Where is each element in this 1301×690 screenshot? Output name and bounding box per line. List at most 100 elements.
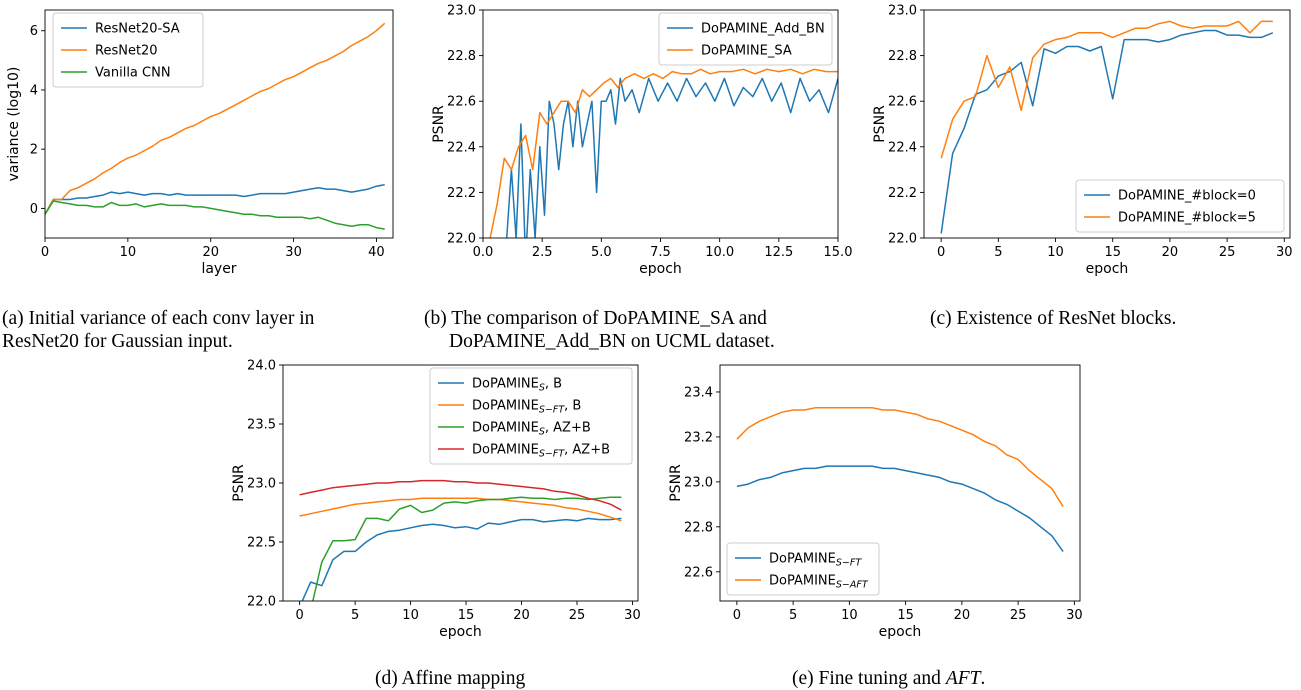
series-line-b-0 [505, 77, 838, 238]
y-tick-label-b-4: 22.8 [447, 49, 476, 64]
y-tick-label-b-1: 22.2 [447, 186, 476, 201]
y-tick-label-c-4: 22.8 [888, 49, 917, 64]
x-tick-label-e-0: 0 [733, 608, 741, 623]
x-axis-label-b: epoch [639, 261, 682, 277]
legend-a [52, 12, 204, 88]
chart-a: 0 10 20 30 40 0 2 4 6 layer variance (log10) ResNet… [6, 9, 394, 277]
x-tick-label-b-5: 12.5 [764, 245, 793, 260]
x-tick-label-c-3: 15 [1104, 245, 1121, 260]
y-tick-label-c-0: 22.0 [888, 232, 917, 247]
x-tick-label-a-0: 0 [41, 245, 49, 260]
x-tick-label-d-0: 0 [296, 608, 304, 623]
x-tick-label-d-3: 15 [458, 608, 475, 623]
legend-d [429, 367, 633, 465]
caption-b-line2: DoPAMINE_Add_BN on UCML dataset. [449, 331, 775, 352]
series-line-a-2 [45, 200, 385, 230]
x-axis-label-c: epoch [1086, 261, 1129, 277]
y-axis-label-a: variance (log10) [6, 67, 22, 182]
x-tick-label-c-5: 25 [1219, 245, 1236, 260]
chart-b: 0.0 2.5 5.0 7.5 10.0 12.5 15.0 22.0 22.2 22.4 22.6… [431, 4, 853, 278]
series-line-d-1 [299, 497, 622, 522]
y-tick-label-c-1: 22.2 [888, 186, 917, 201]
x-tick-label-c-1: 5 [994, 245, 1002, 260]
series-line-c-1 [940, 20, 1273, 159]
y-tick-label-a-3: 6 [30, 24, 38, 39]
x-tick-label-b-0: 0.0 [473, 245, 494, 260]
y-tick-label-e-4: 23.4 [684, 385, 713, 400]
x-tick-label-e-5: 25 [1010, 608, 1027, 623]
y-tick-label-b-3: 22.6 [447, 95, 476, 110]
legend-b [658, 12, 833, 66]
legend-label-c-1: DoPAMINE_#block=5 [1118, 211, 1256, 226]
caption-e-text: (e) Fine tuning and [792, 668, 941, 689]
legend-label-d-1: DoPAMINES−FT, B [472, 399, 581, 416]
caption-e-end: . [980, 668, 986, 689]
caption-e-italic: AFT [945, 668, 981, 689]
y-tick-label-c-3: 22.6 [888, 95, 917, 110]
y-tick-label-a-2: 4 [30, 83, 38, 98]
caption-b-line1: (b) The comparison of DoPAMINE_SA and [424, 308, 767, 329]
series-line-c-0 [940, 29, 1274, 234]
y-tick-label-d-2: 23.0 [247, 477, 276, 492]
x-tick-label-e-3: 15 [897, 608, 914, 623]
y-tick-label-d-4: 24.0 [247, 359, 276, 374]
x-tick-label-b-2: 5.0 [591, 245, 612, 260]
y-axis-label-b: PSNR [431, 105, 447, 143]
x-tick-label-b-6: 15.0 [824, 245, 853, 260]
x-tick-label-a-2: 20 [202, 245, 219, 260]
y-tick-label-e-2: 23.0 [684, 475, 713, 490]
y-tick-label-b-0: 22.0 [447, 232, 476, 247]
y-tick-label-d-1: 22.5 [247, 536, 276, 551]
series-line-d-0 [301, 517, 622, 601]
y-tick-label-e-0: 22.6 [684, 565, 713, 580]
x-tick-label-e-1: 5 [789, 608, 797, 623]
x-tick-label-d-4: 20 [513, 608, 530, 623]
legend-label-a-1: ResNet20 [95, 44, 158, 59]
legend-e [726, 542, 880, 596]
x-axis-label-d: epoch [439, 624, 482, 640]
y-axis-label-c: PSNR [872, 105, 888, 143]
legend-label-d-2: DoPAMINES, AZ+B [472, 421, 591, 438]
plot-frame-e [719, 364, 1081, 602]
legend-label-a-0: ResNet20-SA [95, 22, 180, 37]
series-line-e-0 [736, 465, 1064, 553]
y-tick-label-d-3: 23.5 [247, 418, 276, 433]
x-tick-label-d-5: 25 [569, 608, 586, 623]
caption-d: (d) Affine mapping [375, 668, 526, 689]
x-tick-label-e-6: 30 [1066, 608, 1083, 623]
y-tick-label-d-0: 22.0 [247, 595, 276, 610]
plot-frame-c [923, 9, 1291, 239]
y-axis-label-e: PSNR [668, 464, 684, 502]
legend-label-a-2: Vanilla CNN [95, 66, 171, 81]
x-tick-label-e-4: 20 [954, 608, 971, 623]
series-line-d-3 [299, 479, 622, 511]
legend-label-c-0: DoPAMINE_#block=0 [1118, 189, 1256, 204]
x-tick-label-d-2: 10 [402, 608, 419, 623]
series-line-a-1 [45, 22, 386, 215]
series-line-d-2 [312, 496, 622, 601]
series-line-e-1 [736, 406, 1064, 507]
y-tick-label-c-2: 22.4 [888, 140, 917, 155]
caption-a-line1: (a) Initial variance of each conv layer … [2, 308, 315, 329]
legend-label-b-1: DoPAMINE_SA [701, 44, 792, 59]
x-axis-label-e: epoch [879, 624, 922, 640]
chart-c: 0 5 10 15 20 25 30 22.0 22.2 22.4 22.6 22.8 23.0 epoc… [872, 4, 1293, 278]
y-tick-label-b-5: 23.0 [447, 4, 476, 19]
y-tick-label-c-5: 23.0 [888, 4, 917, 19]
x-tick-label-b-3: 7.5 [650, 245, 671, 260]
x-tick-label-b-1: 2.5 [532, 245, 553, 260]
x-tick-label-c-4: 20 [1162, 245, 1179, 260]
caption-a-line2: ResNet20 for Gaussian input. [2, 331, 233, 352]
x-tick-label-d-6: 30 [624, 608, 641, 623]
x-tick-label-b-4: 10.0 [705, 245, 734, 260]
x-tick-label-a-3: 30 [285, 245, 302, 260]
x-tick-label-c-6: 30 [1276, 245, 1293, 260]
legend-label-b-0: DoPAMINE_Add_BN [701, 22, 825, 37]
series-line-a-0 [45, 183, 385, 215]
series-line-b-1 [489, 68, 838, 238]
x-tick-label-e-2: 10 [841, 608, 858, 623]
y-tick-label-e-1: 22.8 [684, 520, 713, 535]
x-tick-label-a-1: 10 [120, 245, 137, 260]
x-axis-label-a: layer [201, 261, 236, 277]
x-tick-label-d-1: 5 [351, 608, 359, 623]
